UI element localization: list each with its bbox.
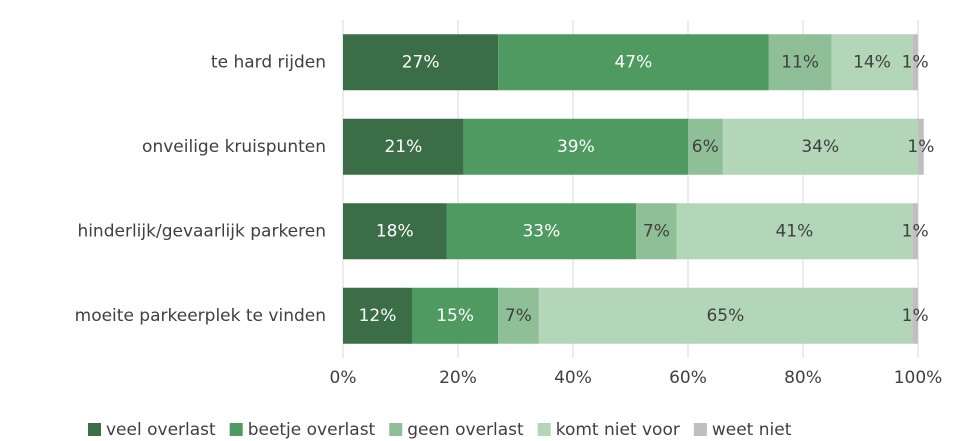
value-label: 12%: [359, 306, 397, 326]
bar-segment: [343, 34, 499, 91]
x-tick-label: 100%: [894, 368, 943, 388]
bar-segment: [912, 34, 918, 91]
category-label: hinderlijk/gevaarlijk parkeren: [77, 221, 326, 241]
bar-segment: [412, 287, 499, 344]
value-label: 1%: [902, 221, 929, 241]
value-label: 33%: [522, 221, 560, 241]
bar-segment: [768, 34, 832, 91]
value-label: 41%: [775, 221, 813, 241]
value-label: 34%: [801, 137, 839, 157]
legend-swatch: [693, 423, 707, 436]
x-tick-label: 40%: [554, 368, 592, 388]
value-label: 21%: [384, 137, 422, 157]
bar-segment: [343, 287, 412, 344]
x-tick-label: 0%: [330, 368, 357, 388]
legend-label: geen overlast: [407, 420, 524, 440]
category-label: te hard rijden: [211, 52, 326, 72]
value-label: 65%: [706, 306, 744, 326]
category-label: onveilige kruispunten: [142, 137, 326, 157]
value-label: 39%: [557, 137, 595, 157]
legend-label: komt niet voor: [556, 420, 680, 440]
bar-segment: [538, 287, 913, 344]
value-label: 6%: [692, 137, 719, 157]
legend-swatch: [88, 423, 101, 436]
bar-segment: [636, 203, 677, 260]
bar-segment: [831, 34, 913, 91]
legend-swatch: [229, 423, 243, 436]
bar-segment: [688, 118, 723, 175]
value-label: 47%: [614, 52, 652, 72]
bar-segment: [912, 203, 918, 260]
bar-segment: [912, 287, 918, 344]
value-label: 7%: [505, 306, 532, 326]
bar-segment: [463, 118, 688, 175]
bar-segment: [498, 287, 539, 344]
category-label: moeite parkeerplek te vinden: [75, 306, 326, 326]
value-label: 1%: [907, 137, 934, 157]
legend-swatch: [389, 423, 403, 436]
value-label: 18%: [376, 221, 414, 241]
value-label: 1%: [902, 52, 929, 72]
value-label: 1%: [902, 306, 929, 326]
legend-label: veel overlast: [106, 420, 216, 440]
bar-segment: [343, 203, 447, 260]
bar-segment: [446, 203, 637, 260]
x-tick-label: 20%: [439, 368, 477, 388]
value-label: 27%: [402, 52, 440, 72]
x-tick-label: 80%: [784, 368, 822, 388]
legend-label: weet niet: [712, 420, 792, 440]
x-tick-label: 60%: [669, 368, 707, 388]
value-label: 11%: [781, 52, 819, 72]
bar-segment: [722, 118, 918, 175]
legend-swatch: [537, 423, 551, 436]
value-label: 15%: [436, 306, 474, 326]
bar-segment: [498, 34, 769, 91]
bar-segment: [918, 118, 924, 175]
legend-label: beetje overlast: [248, 420, 376, 440]
value-label: 7%: [643, 221, 670, 241]
bar-segment: [676, 203, 913, 260]
value-label: 14%: [853, 52, 891, 72]
bar-segment: [343, 118, 464, 175]
